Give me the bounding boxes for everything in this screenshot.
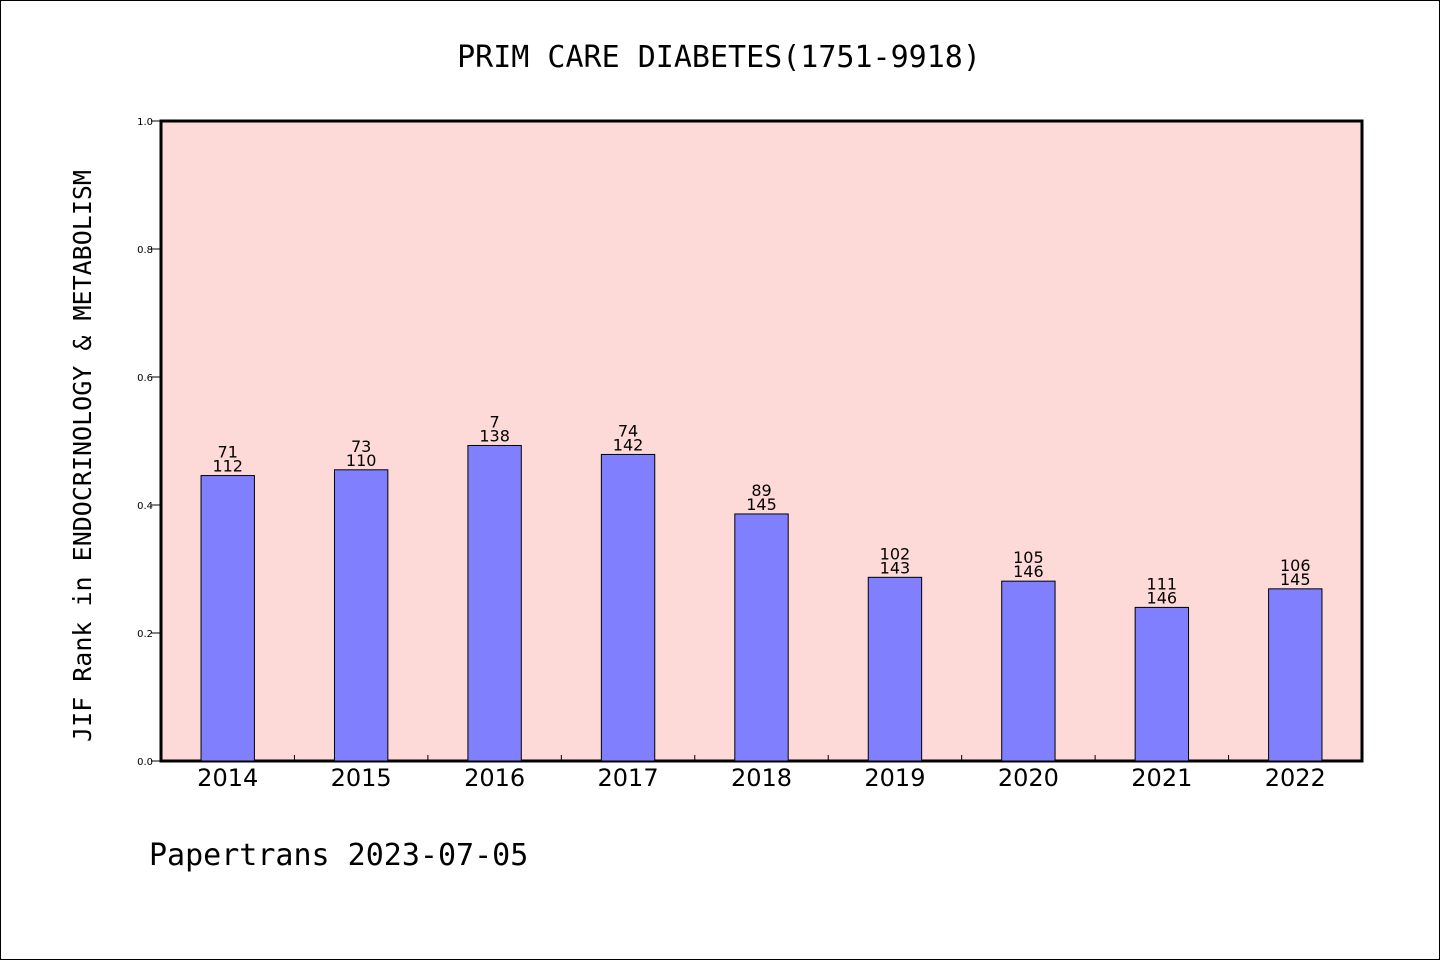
bar-2022 — [1268, 588, 1323, 762]
x-tick-label-2016: 2016 — [464, 764, 525, 792]
bar-label-rank-2018: 89 — [751, 481, 771, 500]
bar-label-total-2016: 138 — [479, 426, 510, 445]
y-tick-label: 0.2 — [137, 629, 153, 640]
x-tick-label-2018: 2018 — [731, 764, 792, 792]
bar-2017 — [600, 453, 656, 762]
bar-label-total-2021: 146 — [1147, 588, 1178, 607]
x-tick-label-2021: 2021 — [1131, 764, 1192, 792]
y-tick-label: 1.0 — [137, 117, 153, 128]
bar-2021 — [1134, 606, 1190, 762]
bar-label-rank-2017: 74 — [618, 421, 638, 440]
footer-watermark: Papertrans 2023-07-05 — [149, 838, 528, 873]
bar-label-rank-2014: 71 — [218, 443, 238, 462]
x-tick-label-2015: 2015 — [331, 764, 392, 792]
bar-label-rank-2019: 102 — [880, 544, 911, 563]
bar-2018 — [734, 513, 789, 762]
chart-title: PRIM CARE DIABETES(1751-9918) — [457, 40, 981, 75]
bar-2015 — [333, 469, 389, 762]
bar-2016 — [467, 444, 522, 762]
y-axis-label: JIF Rank in ENDOCRINOLOGY & METABOLISM — [68, 170, 97, 742]
bars-layer — [200, 444, 1323, 762]
bar-label-rank-2016: 7 — [490, 412, 500, 431]
bar-label-rank-2022: 106 — [1280, 556, 1311, 575]
y-tick-label: 0.4 — [137, 501, 153, 512]
x-tick-label-2020: 2020 — [998, 764, 1059, 792]
x-axis: 2014 2015 2016 2017 2018 2019 2020 2021 2022 — [197, 755, 1326, 792]
bar-label-total-2014: 112 — [212, 457, 243, 476]
x-tick-label-2019: 2019 — [864, 764, 925, 792]
bar-2014 — [200, 475, 255, 762]
x-tick-label-2014: 2014 — [197, 764, 258, 792]
bar-label-total-2019: 143 — [880, 558, 911, 577]
bar-label-total-2018: 145 — [746, 495, 777, 514]
bar-label-total-2015: 110 — [346, 451, 377, 470]
bar-2020 — [1001, 580, 1056, 762]
bar-label-rank-2015: 73 — [351, 437, 371, 456]
x-tick-label-2017: 2017 — [598, 764, 659, 792]
bar-label-total-2017: 142 — [613, 435, 644, 454]
y-tick-label: 0.0 — [137, 757, 153, 768]
bar-label-rank-2020: 105 — [1013, 548, 1044, 567]
x-tick-label-2022: 2022 — [1265, 764, 1326, 792]
y-axis: 0.0 0.2 0.4 0.6 0.8 1.0 — [137, 117, 161, 768]
y-tick-label: 0.8 — [137, 245, 153, 256]
bar-label-total-2020: 146 — [1013, 562, 1044, 581]
bar-2019 — [867, 576, 923, 762]
bar-label-rank-2021: 111 — [1147, 574, 1178, 593]
bar-label-total-2022: 145 — [1280, 570, 1311, 589]
y-tick-label: 0.6 — [137, 373, 153, 384]
